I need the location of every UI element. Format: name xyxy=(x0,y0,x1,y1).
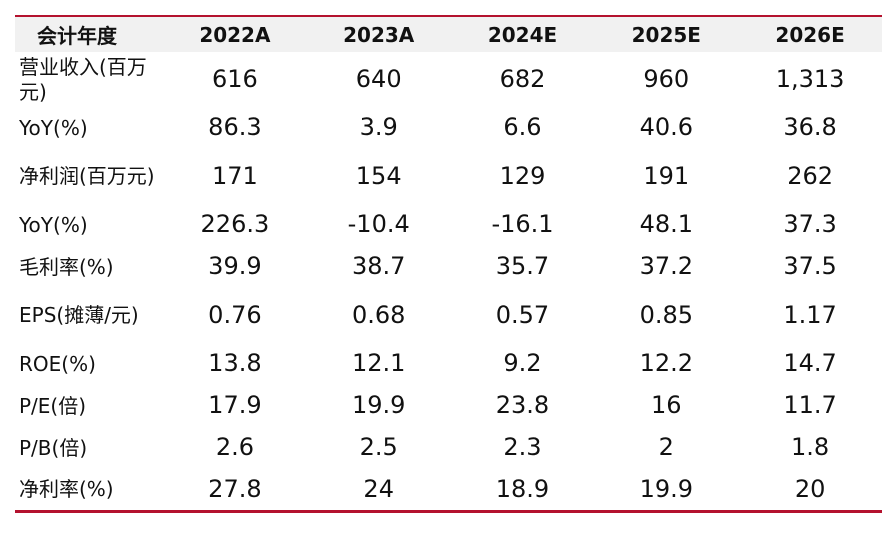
cell-value: 9.2 xyxy=(503,349,542,378)
cell-value: 129 xyxy=(499,161,546,190)
cell-value: 1,313 xyxy=(775,64,845,93)
cell-value: 12.2 xyxy=(639,349,693,378)
cell-value: 171 xyxy=(211,161,258,190)
cell-value: 682 xyxy=(499,64,546,93)
row-revenue-yoy: YoY(%) 86.3 3.9 6.6 40.6 36.8 xyxy=(15,107,882,149)
financial-forecast-table-container: 会计年度 2022A 2023A 2024E 2025E 2026E 营业收入(… xyxy=(15,15,882,513)
cell-value: 38.7 xyxy=(351,252,406,281)
cell-value: 12.1 xyxy=(351,349,406,378)
row-label: 净利润(百万元) xyxy=(19,164,155,188)
cell-value: 0.57 xyxy=(495,300,550,329)
cell-value: 2.5 xyxy=(359,433,398,462)
cell-value: -16.1 xyxy=(491,210,554,239)
cell-value: 24 xyxy=(306,469,451,513)
cell-value: 0.68 xyxy=(351,300,406,329)
row-revenue: 营业收入(百万元) 616 640 682 960 1,313 xyxy=(15,52,882,107)
cell-value: 37.2 xyxy=(639,252,693,281)
row-net-margin: 净利率(%) 27.8 24 18.9 19.9 20 xyxy=(15,469,882,513)
row-label: 营业收入(百万元) xyxy=(19,54,147,104)
row-label: ROE(%) xyxy=(19,351,96,376)
cell-value: 40.6 xyxy=(639,113,693,142)
cell-value: 16 xyxy=(651,391,682,420)
cell-value: 0.76 xyxy=(208,300,262,329)
row-pe: P/E(倍) 17.9 19.9 23.8 16 11.7 xyxy=(15,385,882,427)
cell-value: 1.17 xyxy=(783,300,837,329)
header-row: 会计年度 2022A 2023A 2024E 2025E 2026E xyxy=(15,15,882,52)
cell-value: 2.6 xyxy=(215,433,254,462)
cell-value: 3.9 xyxy=(359,113,398,142)
row-eps: EPS(摊薄/元) 0.76 0.68 0.57 0.85 1.17 xyxy=(15,288,882,343)
cell-value: 86.3 xyxy=(208,113,262,142)
cell-value: 11.7 xyxy=(783,391,837,420)
cell-value: 19.9 xyxy=(351,391,406,420)
cell-value: 37.3 xyxy=(783,210,837,239)
row-label: YoY(%) xyxy=(19,212,88,237)
header-2022a: 2022A xyxy=(163,15,307,52)
cell-value: 262 xyxy=(787,161,833,190)
cell-value: 36.8 xyxy=(783,113,837,142)
cell-value: 37.5 xyxy=(783,252,837,281)
row-net-profit: 净利润(百万元) 171 154 129 191 262 xyxy=(15,149,882,204)
header-2025e: 2025E xyxy=(594,15,739,52)
cell-value: 2.3 xyxy=(503,433,542,462)
header-2024e: 2024E xyxy=(450,15,595,52)
cell-value: 39.9 xyxy=(208,252,262,281)
cell-value: 17.9 xyxy=(208,391,262,420)
cell-value: 6.6 xyxy=(503,113,542,142)
cell-value: 154 xyxy=(355,161,402,190)
cell-value: 640 xyxy=(355,64,402,93)
cell-value: 14.7 xyxy=(783,349,837,378)
cell-value: 616 xyxy=(211,64,258,93)
cell-value: 35.7 xyxy=(495,252,550,281)
header-fiscal-year: 会计年度 xyxy=(15,15,163,52)
row-label: EPS(摊薄/元) xyxy=(19,303,139,327)
row-net-profit-yoy: YoY(%) 226.3 -10.4 -16.1 48.1 37.3 xyxy=(15,204,882,246)
row-label: YoY(%) xyxy=(19,115,88,140)
financial-forecast-table: 会计年度 2022A 2023A 2024E 2025E 2026E 营业收入(… xyxy=(15,15,882,513)
header-2023a: 2023A xyxy=(306,15,451,52)
row-pb: P/B(倍) 2.6 2.5 2.3 2 1.8 xyxy=(15,427,882,469)
cell-value: 20 xyxy=(738,469,882,513)
row-label: P/E(倍) xyxy=(19,393,87,418)
cell-value: 23.8 xyxy=(495,391,550,420)
cell-value: -10.4 xyxy=(347,210,410,239)
header-2026e: 2026E xyxy=(738,15,882,52)
row-gross-margin: 毛利率(%) 39.9 38.7 35.7 37.2 37.5 xyxy=(15,246,882,288)
cell-value: 48.1 xyxy=(639,210,693,239)
cell-value: 18.9 xyxy=(450,469,595,513)
cell-value: 2 xyxy=(658,433,674,462)
cell-value: 226.3 xyxy=(200,210,270,239)
cell-value: 27.8 xyxy=(163,469,307,513)
cell-value: 191 xyxy=(643,161,690,190)
row-roe: ROE(%) 13.8 12.1 9.2 12.2 14.7 xyxy=(15,343,882,385)
cell-value: 1.8 xyxy=(791,433,830,462)
row-label: P/B(倍) xyxy=(19,435,88,460)
cell-value: 13.8 xyxy=(208,349,262,378)
row-label: 净利率(%) xyxy=(15,469,163,513)
row-label: 毛利率(%) xyxy=(19,254,114,279)
cell-value: 19.9 xyxy=(594,469,739,513)
cell-value: 0.85 xyxy=(639,300,693,329)
cell-value: 960 xyxy=(643,64,690,93)
